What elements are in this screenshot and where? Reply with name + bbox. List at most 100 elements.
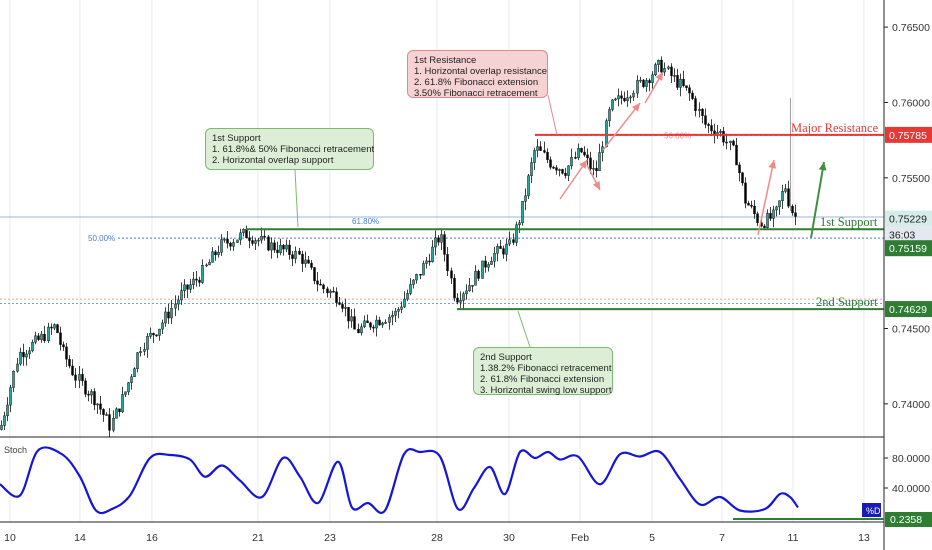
candle-body [422,263,425,276]
candle-body [217,252,220,256]
candle-body [567,165,570,176]
stoch-tag-box [862,503,881,517]
candle-body [248,237,251,241]
candle-body [211,251,214,263]
x-tick-label-1: 14 [74,532,86,544]
candle-body [329,290,332,294]
candle-body [741,172,744,184]
fib-ext-arrow-5 [757,159,775,236]
candle-body [19,351,22,365]
candle-body [146,336,149,350]
candle-body [415,274,418,281]
candle-body [93,391,96,406]
candle-body [388,316,391,323]
candle-body [626,97,629,102]
candle-body [186,284,189,290]
candle-body [673,75,676,77]
candle-body [139,351,142,353]
candle-body [229,242,232,247]
candle-body [639,79,642,82]
candle-body [378,319,381,326]
y-tick-label-2: 0.75500 [892,173,930,185]
candle-body [614,98,617,101]
candle-body [722,130,725,143]
candle-body [245,228,248,239]
candle-body [778,200,781,208]
stoch-value-box [885,512,932,527]
candle-body [313,267,316,282]
candle-body [419,274,422,276]
y-tick-label-0: 0.76500 [892,22,930,34]
projection-arrow-head [818,162,827,171]
candle-body [533,150,536,163]
tag-last-text: 0.75229 [889,214,927,226]
candle-body [685,85,688,88]
candle-body [276,249,279,253]
candle-body [232,242,235,247]
candle-body [490,261,493,265]
candle-body [756,213,759,223]
candle-body [28,350,31,355]
candle-body [735,144,738,166]
candle-body [611,99,614,110]
candle-body [471,285,474,287]
candle-body [440,234,443,243]
candle-body [570,157,573,167]
candle-body [353,316,356,330]
candle-body [127,382,130,393]
candle-body [651,74,654,83]
support1-title: 1st Support [212,133,261,144]
candle-body [0,425,3,430]
candle-body [468,285,471,292]
candle-body [65,346,68,360]
candle-body [663,68,666,73]
candle-body [691,92,694,99]
tag-timer-text: 36:03 [889,230,915,242]
candle-body [443,234,446,255]
candle-body [555,167,558,171]
candle-body [12,370,15,388]
candle-body [118,408,121,413]
candle-body [59,332,62,345]
candle-body [239,232,242,241]
candle-body [592,168,595,170]
candle-body [96,403,99,406]
candle-body [704,115,707,125]
candle-body [183,284,186,291]
candle-body [394,310,397,316]
support1-callout: 1st Support 1. 61.8%& 50% Fibonacci retr… [205,128,374,170]
tag-resistance-box [885,126,932,143]
resistance1-title: 1st Resistance [414,55,477,66]
candle-body [645,80,648,87]
support1-label: 1st Support [820,215,878,229]
candle-body [772,209,775,219]
candle-body [115,408,118,419]
support2-title: 2nd Support [480,352,532,363]
candle-body [310,262,313,268]
candle-body [68,358,71,367]
candle-body [130,376,133,383]
candle-body [62,344,65,348]
candle-body [589,157,592,169]
candle-body [9,387,12,406]
candle-body [409,284,412,294]
candle-body [629,96,632,99]
candle-body [701,108,704,116]
candle-body [81,374,84,382]
x-tick-label-11: 13 [858,532,870,544]
candle-body [521,200,524,224]
candle-body [660,59,663,73]
candle-body [375,319,378,329]
candle-body [167,311,170,319]
candle-body [332,290,335,293]
support-resistance-lines: Major Resistance 1st Support 2nd Support 0.… [246,121,932,318]
candle-body [189,284,192,290]
candle-body [499,246,502,249]
candle-body [105,414,108,416]
stoch-y-label-1: 40.0000 [892,483,930,495]
candle-body [251,240,254,244]
candle-body [335,291,338,303]
candle-body [586,154,589,159]
candle-body [282,244,285,250]
